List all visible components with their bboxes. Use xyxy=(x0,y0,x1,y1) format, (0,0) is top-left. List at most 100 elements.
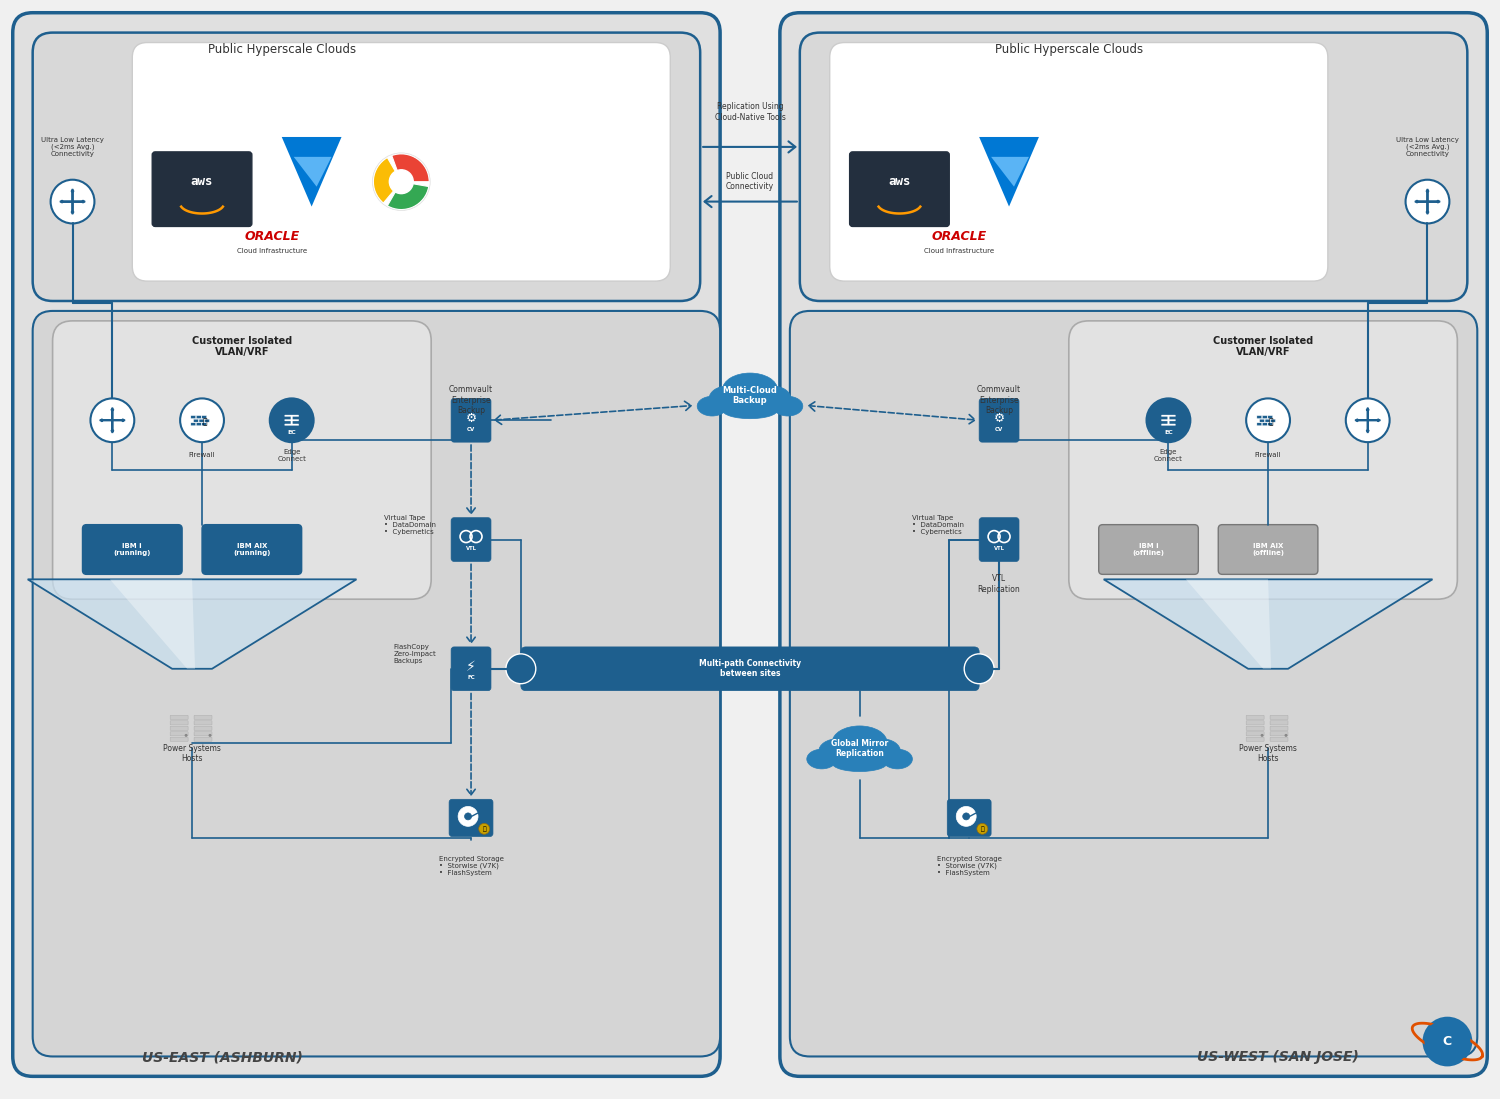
FancyBboxPatch shape xyxy=(1246,737,1264,742)
FancyBboxPatch shape xyxy=(194,419,198,422)
Text: IBM i
(offline): IBM i (offline) xyxy=(1132,543,1164,556)
Text: Public Hyperscale Clouds: Public Hyperscale Clouds xyxy=(207,43,356,56)
Circle shape xyxy=(506,654,536,684)
FancyBboxPatch shape xyxy=(1257,423,1262,425)
FancyBboxPatch shape xyxy=(448,799,494,836)
FancyBboxPatch shape xyxy=(53,321,430,599)
FancyBboxPatch shape xyxy=(980,518,1018,562)
FancyArrow shape xyxy=(1416,200,1440,203)
Text: Public Hyperscale Clouds: Public Hyperscale Clouds xyxy=(994,43,1143,56)
Text: CV: CV xyxy=(466,426,476,432)
FancyBboxPatch shape xyxy=(285,415,298,417)
Polygon shape xyxy=(980,137,1040,207)
Text: 🔒: 🔒 xyxy=(483,826,486,832)
FancyBboxPatch shape xyxy=(12,13,720,1076)
Text: ⚙: ⚙ xyxy=(993,412,1005,425)
FancyBboxPatch shape xyxy=(1268,415,1272,419)
Circle shape xyxy=(90,399,135,442)
FancyBboxPatch shape xyxy=(1246,715,1264,720)
Text: Cloud Infrastructure: Cloud Infrastructure xyxy=(924,248,994,254)
Ellipse shape xyxy=(833,755,886,771)
Circle shape xyxy=(270,399,314,442)
Text: Encrypted Storage
•  Storwise (V7K)
•  FlashSystem: Encrypted Storage • Storwise (V7K) • Fla… xyxy=(936,856,1002,876)
Wedge shape xyxy=(392,154,429,181)
Text: CV: CV xyxy=(994,426,1004,432)
FancyBboxPatch shape xyxy=(1257,415,1262,419)
FancyArrow shape xyxy=(100,419,124,422)
Ellipse shape xyxy=(833,726,886,758)
Circle shape xyxy=(180,399,224,442)
FancyArrow shape xyxy=(111,408,114,432)
FancyBboxPatch shape xyxy=(1161,415,1176,417)
Ellipse shape xyxy=(753,386,790,411)
FancyBboxPatch shape xyxy=(830,43,1328,281)
Text: 🔒: 🔒 xyxy=(981,826,984,832)
Text: US-EAST (ASHBURN): US-EAST (ASHBURN) xyxy=(141,1051,303,1065)
FancyArrow shape xyxy=(1426,189,1428,213)
FancyBboxPatch shape xyxy=(780,13,1488,1076)
Text: FlashCopy
Zero-Impact
Backups: FlashCopy Zero-Impact Backups xyxy=(393,644,436,664)
FancyBboxPatch shape xyxy=(33,33,700,301)
FancyBboxPatch shape xyxy=(190,415,195,419)
FancyArrow shape xyxy=(1416,200,1440,203)
FancyBboxPatch shape xyxy=(1263,423,1268,425)
Circle shape xyxy=(963,813,969,820)
FancyBboxPatch shape xyxy=(1270,726,1288,731)
Circle shape xyxy=(1422,1017,1473,1066)
FancyArrow shape xyxy=(1356,419,1380,422)
Polygon shape xyxy=(1186,579,1270,669)
FancyBboxPatch shape xyxy=(1263,415,1268,419)
Circle shape xyxy=(1346,399,1389,442)
Text: ORACLE: ORACLE xyxy=(932,230,987,243)
Ellipse shape xyxy=(698,397,728,417)
FancyBboxPatch shape xyxy=(194,715,211,720)
Circle shape xyxy=(1246,399,1290,442)
Circle shape xyxy=(956,807,976,826)
Text: VTL: VTL xyxy=(993,546,1005,551)
Text: Commvault
Enterprise
Backup: Commvault Enterprise Backup xyxy=(448,386,494,415)
Ellipse shape xyxy=(723,402,777,419)
FancyBboxPatch shape xyxy=(1161,424,1176,425)
FancyBboxPatch shape xyxy=(204,419,210,422)
Text: Global Mirror
Replication: Global Mirror Replication xyxy=(831,739,888,758)
Text: ORACLE: ORACLE xyxy=(244,230,300,243)
FancyBboxPatch shape xyxy=(170,737,188,742)
FancyBboxPatch shape xyxy=(152,152,252,226)
Circle shape xyxy=(1260,734,1263,736)
FancyArrow shape xyxy=(1366,408,1370,432)
FancyBboxPatch shape xyxy=(200,419,204,422)
FancyBboxPatch shape xyxy=(170,721,188,725)
Text: IBM i
(running): IBM i (running) xyxy=(114,543,152,556)
Text: ⚡: ⚡ xyxy=(466,659,476,674)
Circle shape xyxy=(209,734,212,736)
FancyBboxPatch shape xyxy=(1270,721,1288,725)
FancyBboxPatch shape xyxy=(849,152,950,226)
Text: Replication Using
Cloud-Native Tools: Replication Using Cloud-Native Tools xyxy=(714,102,786,122)
FancyArrow shape xyxy=(60,200,84,203)
FancyArrow shape xyxy=(1356,419,1380,422)
Polygon shape xyxy=(27,579,357,669)
Text: EC: EC xyxy=(288,430,296,435)
Circle shape xyxy=(478,823,489,834)
Circle shape xyxy=(964,654,994,684)
FancyBboxPatch shape xyxy=(285,420,298,421)
Text: ⚙: ⚙ xyxy=(465,412,477,425)
FancyBboxPatch shape xyxy=(520,647,980,690)
Ellipse shape xyxy=(772,397,802,417)
Text: Commvault
Enterprise
Backup: Commvault Enterprise Backup xyxy=(976,386,1022,415)
Text: IBM AIX
(running): IBM AIX (running) xyxy=(232,543,270,556)
FancyBboxPatch shape xyxy=(800,33,1467,301)
FancyBboxPatch shape xyxy=(194,732,211,736)
FancyBboxPatch shape xyxy=(194,737,211,742)
Ellipse shape xyxy=(710,386,747,411)
Polygon shape xyxy=(992,157,1029,187)
Wedge shape xyxy=(374,157,402,203)
Text: IBM AIX
(offline): IBM AIX (offline) xyxy=(1252,543,1284,556)
Text: Power Systems
Hosts: Power Systems Hosts xyxy=(164,744,220,763)
Circle shape xyxy=(1284,734,1287,736)
FancyBboxPatch shape xyxy=(452,518,491,562)
Circle shape xyxy=(1425,1019,1470,1065)
Ellipse shape xyxy=(807,750,837,769)
FancyBboxPatch shape xyxy=(202,415,207,419)
FancyArrow shape xyxy=(60,200,84,203)
